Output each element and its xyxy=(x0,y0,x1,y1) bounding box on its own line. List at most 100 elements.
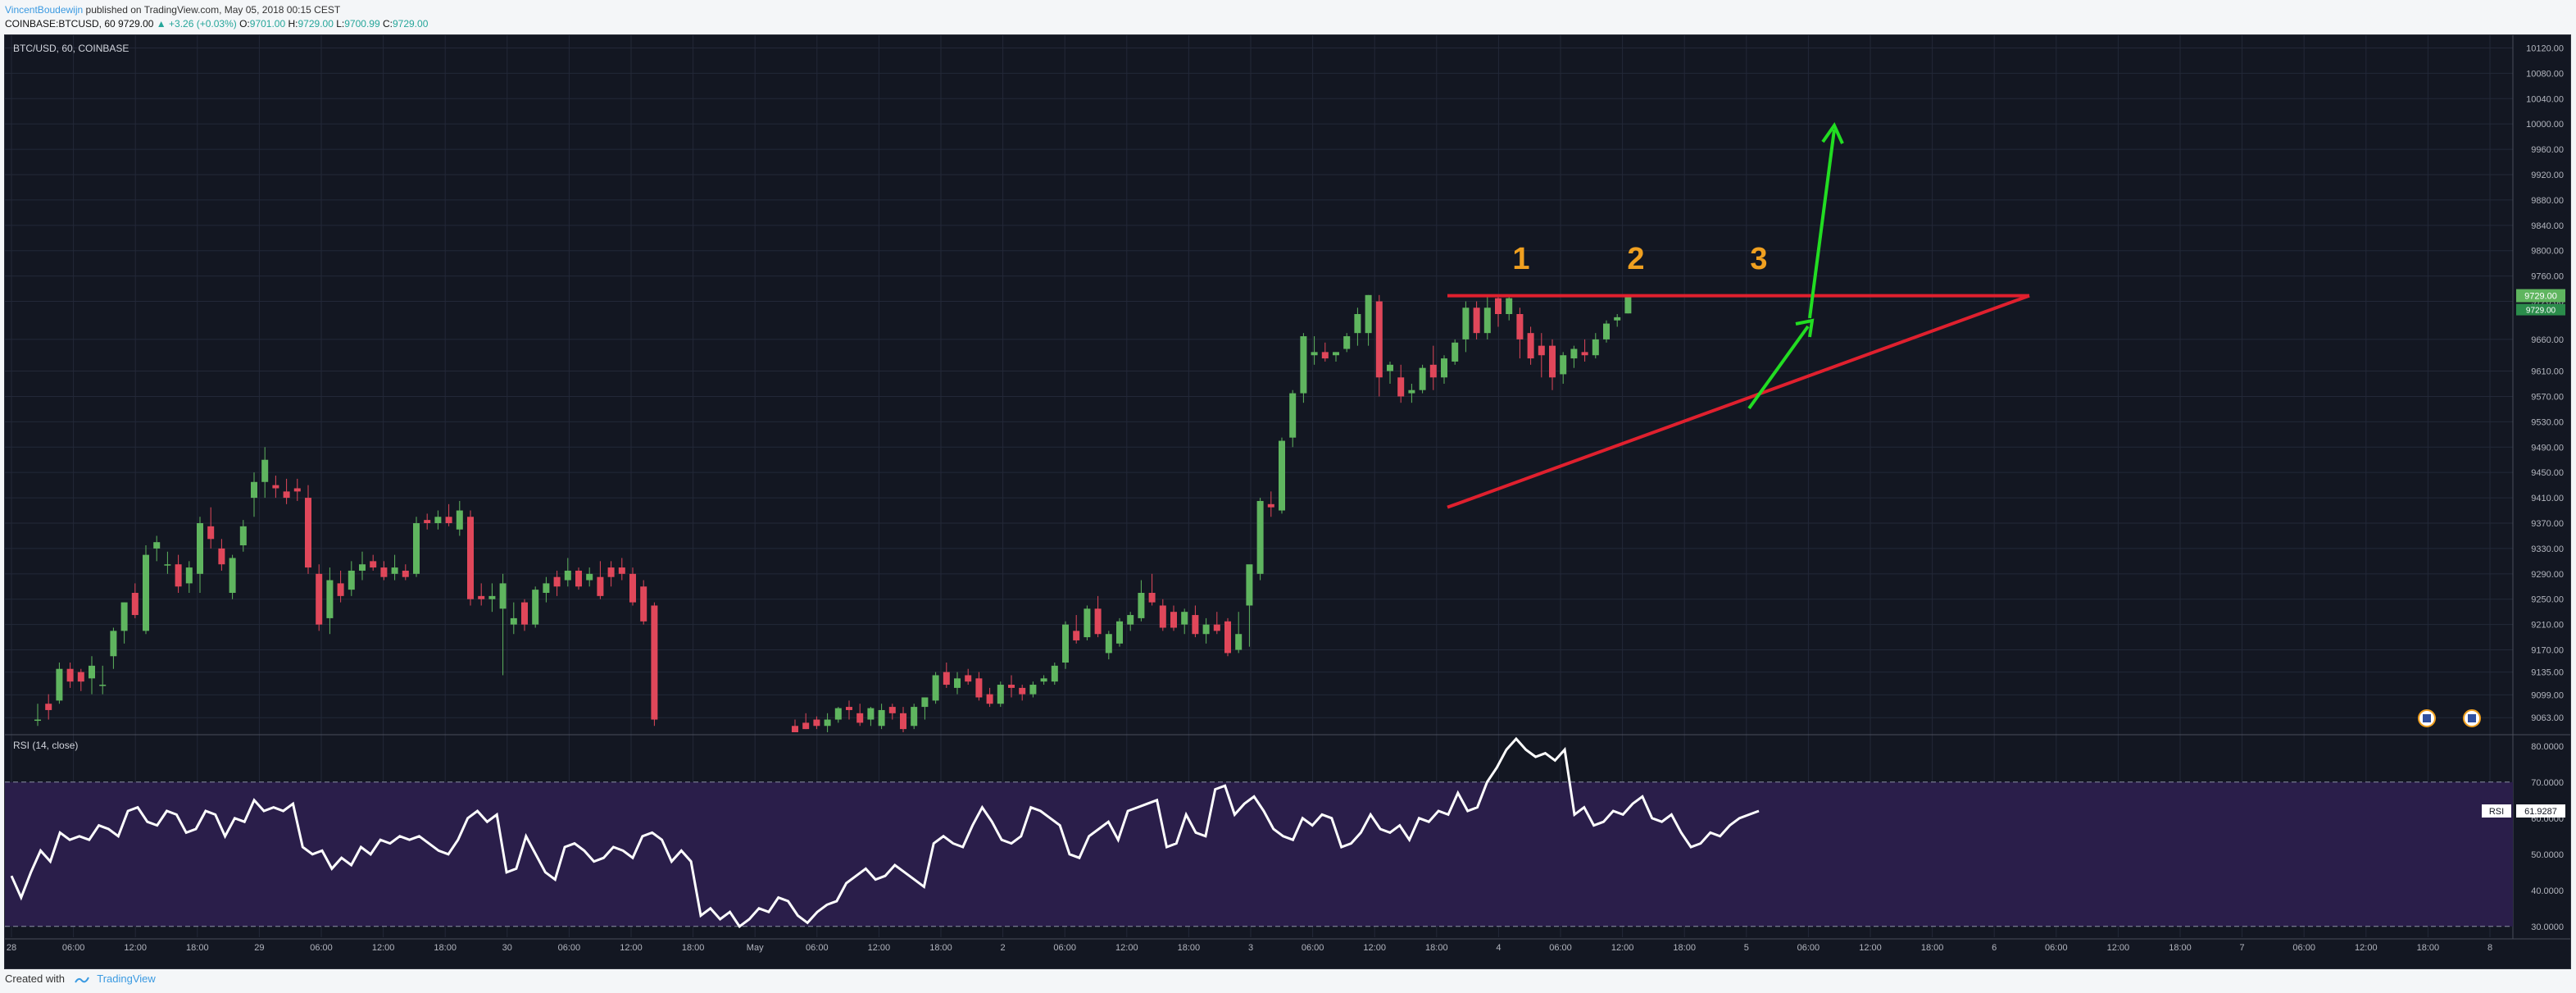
candle-body xyxy=(143,554,149,631)
price-tick-label: 9660.00 xyxy=(2531,335,2564,345)
candle-body xyxy=(305,498,311,568)
candle-body xyxy=(370,561,377,568)
rsi-name-label: RSI xyxy=(2489,807,2504,817)
candle-body xyxy=(1354,314,1361,334)
price-tick-label: 9920.00 xyxy=(2531,171,2564,180)
time-tick-label: 18:00 xyxy=(2169,943,2192,953)
candle-body xyxy=(1224,621,1231,654)
time-tick-label: 12:00 xyxy=(1363,943,1386,953)
time-tick-label: 12:00 xyxy=(124,943,147,953)
candle-body xyxy=(326,580,334,618)
pattern-label-2: 2 xyxy=(1627,242,1644,276)
close-label: C: xyxy=(382,18,393,30)
time-tick-label: 06:00 xyxy=(62,943,85,953)
candle-body xyxy=(1516,314,1524,339)
pattern-label-1: 1 xyxy=(1512,242,1529,276)
candle-body xyxy=(413,523,420,574)
price-tick-label: 9135.00 xyxy=(2531,668,2564,678)
candle-body xyxy=(337,583,344,596)
candle-body xyxy=(618,567,625,574)
candle-body xyxy=(1462,307,1470,339)
candle-body xyxy=(1051,665,1058,682)
rsi-line xyxy=(10,736,1760,928)
tradingview-link[interactable]: TradingView xyxy=(97,973,156,985)
candle-body xyxy=(445,517,452,523)
candle-body xyxy=(1473,307,1480,334)
event-flag-icon-inner xyxy=(2468,714,2476,722)
candle-body xyxy=(1148,593,1156,603)
candle-body xyxy=(1603,323,1610,339)
time-tick-label: 12:00 xyxy=(1611,943,1634,953)
symbol-ohlc-line: COINBASE:BTCUSD, 60 9729.00 ▲ +3.26 (+0.… xyxy=(5,18,428,30)
candle-body xyxy=(1495,298,1502,314)
rsi-pane-title: RSI (14, close) xyxy=(13,740,78,751)
price-tick-label: 9290.00 xyxy=(2531,570,2564,580)
time-tick-label: 28 xyxy=(7,943,16,953)
price-tick-label: 9570.00 xyxy=(2531,392,2564,402)
candle-body xyxy=(348,570,355,590)
rsi-tick-label: 30.0000 xyxy=(2531,922,2564,932)
candle-body xyxy=(965,675,972,682)
candle-body xyxy=(1246,564,1253,606)
price-tick-label: 10080.00 xyxy=(2526,69,2564,79)
green-arrow-large-head xyxy=(1821,121,1844,144)
candle-body xyxy=(175,564,182,587)
candle-body xyxy=(1538,345,1545,356)
low-value: 9700.99 xyxy=(344,18,380,30)
price-tick-label: 9330.00 xyxy=(2531,544,2564,554)
candle-body xyxy=(846,707,852,710)
candle-body xyxy=(131,593,139,616)
chart-canvas[interactable]: 1 2 3 BTC/USD, 60, COINBASE RSI (14, close) 1… xyxy=(5,35,2570,968)
candle-body xyxy=(986,694,993,704)
candle-body xyxy=(89,665,95,679)
candle-body xyxy=(1019,687,1026,695)
rsi-tick-label: 50.0000 xyxy=(2531,850,2564,860)
author-link[interactable]: VincentBoudewijn xyxy=(5,4,84,16)
candle-body xyxy=(975,678,983,698)
rsi-value-label: 61.9287 xyxy=(2524,807,2557,817)
time-tick-label: 12:00 xyxy=(1859,943,1882,953)
publish-line: VincentBoudewijn published on TradingVie… xyxy=(5,4,340,16)
candle-body xyxy=(802,722,810,730)
candle-body xyxy=(488,595,496,599)
price-tick-label: 9490.00 xyxy=(2531,443,2564,453)
time-tick-label: 06:00 xyxy=(1549,943,1572,953)
candle-body xyxy=(932,675,939,701)
candle-body xyxy=(640,586,647,622)
candle-body xyxy=(1127,615,1134,625)
candle-body xyxy=(1256,500,1264,574)
time-tick-label: 06:00 xyxy=(1053,943,1076,953)
rsi-name-badge xyxy=(2482,804,2511,818)
candle-body xyxy=(1029,685,1037,695)
candle-body xyxy=(911,707,918,727)
candle-body xyxy=(1181,612,1188,625)
change-value: +3.26 (+0.03%) xyxy=(169,18,237,30)
price-tick-label: 9450.00 xyxy=(2531,468,2564,478)
candle-body xyxy=(359,564,366,571)
candle-body xyxy=(900,713,906,730)
candle-body xyxy=(99,685,107,686)
candle-body xyxy=(434,517,442,523)
last-price: 9729.00 xyxy=(118,18,154,30)
price-pane-title: BTC/USD, 60, COINBASE xyxy=(13,43,129,54)
secondary-price-badge xyxy=(2516,303,2565,316)
time-tick-label: 8 xyxy=(2487,943,2492,953)
candle-body xyxy=(997,685,1004,704)
candle-body xyxy=(1267,503,1274,508)
candle-body xyxy=(110,631,117,657)
time-tick-label: 4 xyxy=(1496,943,1501,953)
candle-body xyxy=(521,602,528,625)
candle-body xyxy=(1549,345,1556,378)
time-tick-label: 6 xyxy=(1992,943,1997,953)
candle-body xyxy=(1321,352,1329,359)
time-tick-label: 12:00 xyxy=(372,943,395,953)
chart-container[interactable]: 1 2 3 BTC/USD, 60, COINBASE RSI (14, close) 1… xyxy=(4,34,2571,969)
candle-body xyxy=(943,672,950,686)
candle-body xyxy=(1343,336,1351,349)
candle-body xyxy=(1008,685,1015,688)
candle-body xyxy=(532,590,539,625)
candle-body xyxy=(888,707,896,713)
price-tick-label: 10040.00 xyxy=(2526,94,2564,104)
candle-body xyxy=(120,602,128,631)
candle-body xyxy=(34,719,41,722)
